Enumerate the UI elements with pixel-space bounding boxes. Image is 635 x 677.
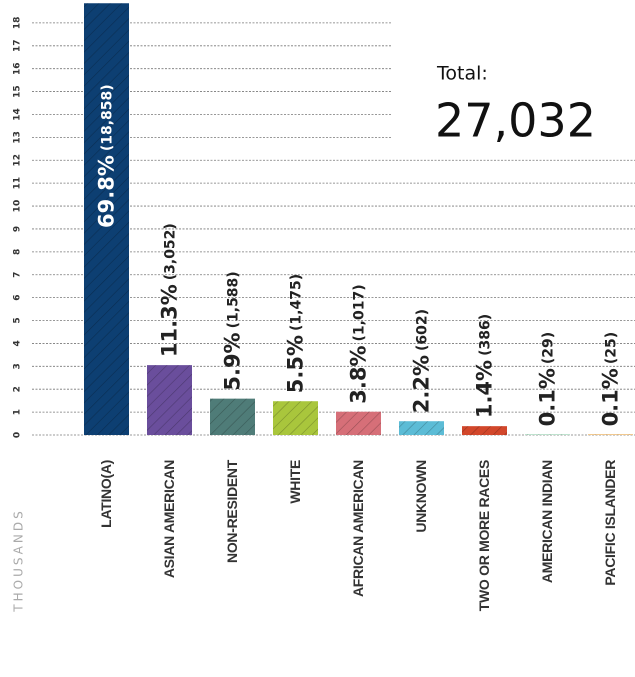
data-label: 3.8% (1,017) — [347, 284, 371, 403]
bar-hatch — [399, 421, 444, 435]
y-tick-label: 9 — [13, 226, 23, 232]
share-label: 11.3% — [158, 284, 182, 357]
data-label: 2.2% (602) — [410, 309, 434, 413]
x-tick-label: PACIFIC ISLANDER — [602, 460, 618, 586]
data-label: 1.4% (386) — [473, 314, 497, 418]
bar-hatch — [273, 401, 318, 435]
y-tick-label: 14 — [13, 108, 23, 121]
y-tick-label: 15 — [13, 85, 23, 98]
value-label: (1,017) — [352, 284, 368, 341]
share-label: 0.1% — [599, 368, 623, 426]
value-label: (25) — [604, 332, 620, 364]
y-tick-label: 5 — [13, 317, 23, 323]
y-tick-label: 0 — [13, 432, 23, 438]
y-tick-label: 2 — [13, 386, 23, 392]
bar-hatch — [525, 434, 570, 435]
share-label: 0.1% — [536, 368, 560, 426]
y-tick-label: 3 — [13, 363, 23, 369]
y-tick-label: 8 — [13, 249, 23, 255]
bar-hatch — [588, 434, 633, 435]
bar-hatch — [84, 3, 129, 436]
annotation-background — [392, 18, 635, 158]
y-tick-label: 18 — [13, 17, 23, 30]
annotation-value: 27,032 — [435, 94, 596, 148]
y-tick-label: 10 — [13, 200, 23, 213]
x-tick-label: WHITE — [287, 460, 303, 504]
value-label: (602) — [415, 309, 431, 351]
y-axis-label: THOUSANDS — [12, 508, 26, 612]
data-label: 0.1% (29) — [536, 332, 560, 427]
y-tick-label: 16 — [13, 62, 23, 75]
share-label: 69.8% — [95, 155, 119, 228]
annotation-label: Total: — [436, 63, 488, 85]
share-label: 2.2% — [410, 355, 434, 413]
data-label: 5.5% (1,475) — [284, 274, 308, 393]
y-tick-label: 4 — [13, 340, 23, 346]
share-label: 3.8% — [347, 345, 371, 403]
bar-hatch — [147, 365, 192, 435]
value-label: (1,475) — [289, 274, 305, 331]
share-label: 5.9% — [221, 332, 245, 390]
value-label: (1,588) — [226, 271, 242, 328]
x-tick-label: ASIAN AMERICAN — [161, 460, 177, 578]
x-tick-label: TWO OR MORE RACES — [476, 460, 492, 611]
x-tick-label: AMERICAN INDIAN — [539, 460, 555, 583]
data-label: 69.8% (18,858) — [95, 84, 119, 228]
y-tick-label: 13 — [13, 131, 23, 144]
share-label: 5.5% — [284, 335, 308, 393]
value-label: (29) — [541, 332, 557, 364]
value-label: (18,858) — [100, 84, 116, 151]
y-tick-label: 7 — [13, 272, 23, 278]
bar-hatch — [210, 398, 255, 435]
bar-hatch — [336, 411, 381, 435]
value-label: (386) — [478, 314, 494, 356]
y-tick-label: 17 — [13, 40, 23, 53]
data-label: 11.3% (3,052) — [158, 223, 182, 357]
bar-hatch — [462, 426, 507, 435]
y-tick-label: 12 — [13, 154, 23, 167]
y-tick-label: 6 — [13, 294, 23, 300]
y-tick-label: 1 — [13, 409, 23, 415]
data-label: 5.9% (1,588) — [221, 271, 245, 390]
y-tick-label: 11 — [13, 177, 23, 190]
share-label: 1.4% — [473, 360, 497, 418]
x-tick-label: UNKNOWN — [413, 460, 429, 533]
x-tick-label: AFRICAN AMERICAN — [350, 460, 366, 597]
x-tick-label: LATINO(A) — [98, 460, 114, 528]
data-label: 0.1% (25) — [599, 332, 623, 427]
x-tick-label: NON-RESIDENT — [224, 459, 240, 563]
value-label: (3,052) — [163, 223, 179, 280]
